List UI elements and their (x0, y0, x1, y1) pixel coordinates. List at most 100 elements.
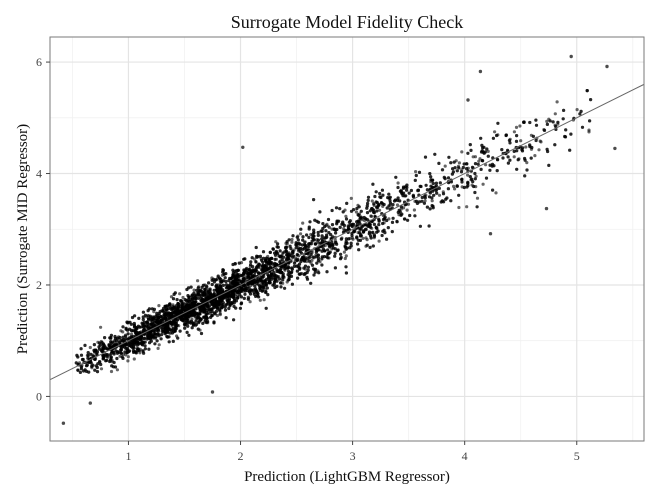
data-point (494, 191, 498, 195)
data-point (507, 138, 511, 142)
data-point (312, 234, 316, 238)
data-point (220, 306, 224, 310)
data-point (344, 237, 348, 241)
data-point (185, 330, 189, 334)
data-point (202, 315, 206, 319)
data-point (253, 284, 257, 288)
data-point (238, 293, 242, 297)
data-point (520, 149, 525, 153)
data-point (200, 290, 204, 294)
data-point (235, 272, 239, 276)
data-point (228, 304, 232, 308)
y-axis-title: Prediction (Surrogate MID Regressor) (15, 124, 31, 354)
data-point (516, 158, 520, 162)
data-point (366, 198, 370, 202)
data-point (455, 184, 459, 188)
data-point (308, 220, 312, 224)
data-point (147, 347, 151, 351)
data-point (335, 222, 339, 226)
data-point (288, 271, 292, 275)
data-point (275, 279, 279, 283)
data-point (249, 260, 253, 264)
data-point (534, 123, 539, 127)
data-point (127, 341, 132, 345)
data-point (262, 298, 266, 302)
data-point (375, 205, 379, 209)
data-point (413, 178, 417, 182)
data-point (474, 174, 478, 178)
outlier-point (605, 64, 609, 69)
data-point (99, 325, 103, 329)
data-point (191, 323, 195, 327)
data-point (175, 298, 179, 302)
data-point (101, 350, 105, 354)
data-point (330, 223, 335, 227)
data-point (375, 209, 379, 213)
data-point (280, 258, 284, 262)
data-point (81, 357, 85, 362)
data-point (449, 199, 453, 203)
data-point (186, 286, 191, 290)
data-point (430, 199, 434, 203)
data-point (243, 289, 247, 293)
data-point (128, 343, 132, 348)
data-point (313, 270, 317, 274)
data-point (344, 254, 348, 258)
data-point (271, 247, 275, 251)
data-point (460, 150, 464, 154)
outlier-point (613, 146, 617, 151)
data-point (76, 355, 80, 359)
data-point (163, 313, 167, 317)
data-point (196, 292, 200, 296)
data-point (153, 342, 157, 346)
data-point (493, 130, 497, 134)
points-layer (61, 54, 617, 425)
data-point (227, 306, 231, 311)
data-point (227, 298, 231, 302)
data-point (372, 202, 376, 206)
data-point (434, 181, 438, 185)
data-point (377, 223, 381, 227)
data-point (290, 266, 294, 270)
x-tick-label: 4 (462, 449, 468, 463)
data-point (496, 121, 500, 125)
data-point (553, 112, 557, 116)
data-point (173, 291, 177, 295)
data-point (466, 151, 470, 155)
data-point (310, 258, 314, 262)
data-point (405, 188, 409, 192)
data-point (417, 170, 422, 174)
data-point (342, 250, 346, 254)
data-point (542, 128, 547, 132)
data-point (302, 258, 306, 262)
data-point (441, 192, 446, 196)
data-point (219, 280, 223, 284)
data-point (250, 279, 254, 283)
data-point (303, 240, 307, 244)
data-point (460, 180, 464, 184)
data-point (359, 233, 363, 237)
data-point (316, 258, 320, 263)
data-point (468, 143, 472, 147)
data-point (192, 302, 196, 307)
data-point (334, 206, 339, 210)
data-point (124, 326, 128, 330)
data-point (283, 286, 287, 290)
data-point (351, 237, 355, 241)
data-point (188, 303, 192, 307)
data-point (335, 242, 339, 246)
x-tick-label: 3 (350, 449, 356, 463)
data-point (118, 335, 122, 340)
data-point (414, 199, 419, 203)
data-point (354, 210, 358, 214)
data-point (221, 283, 225, 287)
data-point (432, 193, 436, 197)
data-point (223, 308, 228, 312)
data-point (396, 185, 400, 190)
data-point (161, 306, 166, 311)
data-point (224, 279, 228, 284)
data-point (267, 260, 272, 264)
data-point (470, 177, 474, 181)
data-point (427, 224, 431, 228)
data-point (554, 124, 558, 129)
